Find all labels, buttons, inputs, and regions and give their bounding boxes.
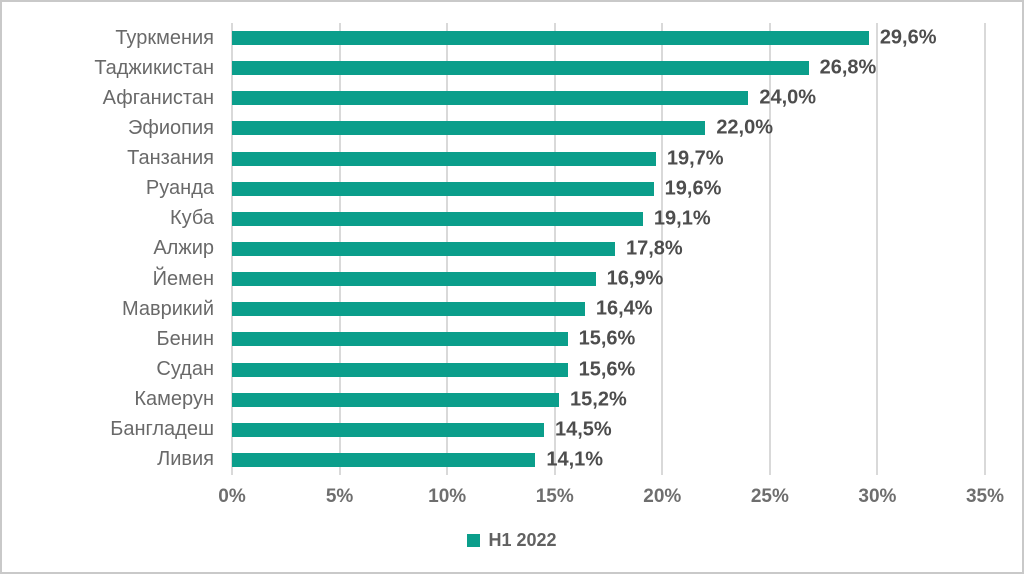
- legend-swatch-icon: [467, 534, 481, 547]
- bar: [232, 31, 869, 46]
- x-axis: 0% 5% 10% 15% 20% 25% 30% 35%: [2, 486, 1022, 512]
- category-label: Туркмения: [115, 26, 214, 49]
- bar-row: 15,2%: [232, 385, 985, 415]
- category-label: Танзания: [127, 147, 214, 170]
- category-label: Бангладеш: [110, 418, 214, 441]
- category-label: Бенин: [156, 327, 214, 350]
- category-label: Йемен: [152, 267, 214, 290]
- category-label: Маврикий: [121, 297, 214, 320]
- x-tick-label: 30%: [858, 486, 897, 507]
- category-label: Руанда: [145, 177, 214, 200]
- x-tick-label: 10%: [428, 486, 467, 507]
- category-label: Таджикистан: [94, 56, 214, 79]
- bar: [232, 332, 568, 347]
- plot-area: 29,6% 26,8% 24,0% 22,0% 19,7% 19,6% 19,1% 17,8%…: [231, 23, 986, 475]
- legend: H1 2022: [2, 530, 1022, 551]
- category-label: Камерун: [134, 388, 214, 411]
- value-label: 22,0%: [716, 116, 774, 139]
- bar: [232, 392, 560, 407]
- bar: [232, 302, 585, 317]
- bar-row: 16,9%: [232, 264, 985, 294]
- x-tick-label: 15%: [535, 486, 574, 507]
- category-label: Афганистан: [102, 86, 214, 109]
- bar-row: 14,1%: [232, 445, 985, 475]
- value-label: 19,7%: [666, 147, 724, 170]
- category-label: Куба: [170, 207, 214, 230]
- x-tick-label: 5%: [325, 486, 354, 507]
- bar: [232, 61, 809, 76]
- category-label: Эфиопия: [128, 116, 214, 139]
- bar-row: 15,6%: [232, 324, 985, 354]
- x-tick-label: 20%: [643, 486, 682, 507]
- value-label: 15,2%: [570, 388, 627, 411]
- bar: [232, 362, 568, 377]
- bar: [232, 422, 544, 437]
- value-label: 26,8%: [819, 56, 877, 79]
- bar-row: 16,4%: [232, 294, 985, 324]
- bar-row: 19,7%: [232, 144, 985, 174]
- bar-row: 29,6%: [232, 23, 985, 53]
- bar: [232, 272, 596, 287]
- gridline: [768, 23, 771, 475]
- legend-label: H1 2022: [488, 530, 557, 550]
- value-label: 19,1%: [653, 207, 711, 230]
- x-tick-label: 35%: [965, 486, 1005, 507]
- bar: [232, 91, 749, 106]
- bar-row: 26,8%: [232, 53, 985, 83]
- value-label: 29,6%: [879, 26, 937, 49]
- value-label: 24,0%: [759, 86, 817, 109]
- bar-row: 15,6%: [232, 354, 985, 384]
- gridline: [661, 23, 664, 475]
- gridline: [984, 23, 986, 475]
- bar-row: 24,0%: [232, 83, 985, 113]
- category-label: Алжир: [153, 237, 214, 260]
- bar: [232, 452, 536, 467]
- category-label: Ливия: [157, 448, 214, 471]
- category-axis: Туркмения Таджикистан Афганистан Эфиопия Тан…: [2, 23, 214, 475]
- category-label: Судан: [156, 358, 214, 381]
- value-label: 16,9%: [606, 267, 664, 290]
- value-label: 14,1%: [546, 448, 604, 471]
- gridline: [876, 23, 879, 475]
- bar-row: 19,6%: [232, 174, 985, 204]
- bar-row: 22,0%: [232, 113, 985, 143]
- value-label: 15,6%: [578, 358, 636, 381]
- value-label: 15,6%: [578, 327, 636, 350]
- bar: [232, 181, 654, 196]
- value-label: 16,4%: [595, 297, 653, 320]
- value-label: 17,8%: [625, 237, 683, 260]
- x-tick-label: 25%: [750, 486, 789, 507]
- bar: [232, 121, 706, 136]
- bar-row: 17,8%: [232, 234, 985, 264]
- bar: [232, 151, 656, 166]
- bar-row: 19,1%: [232, 204, 985, 234]
- value-label: 14,5%: [554, 418, 612, 441]
- x-tick-label: 0%: [218, 486, 246, 507]
- bar: [232, 211, 643, 226]
- bar: [232, 241, 615, 256]
- value-label: 19,6%: [664, 177, 722, 200]
- bar-row: 14,5%: [232, 415, 985, 445]
